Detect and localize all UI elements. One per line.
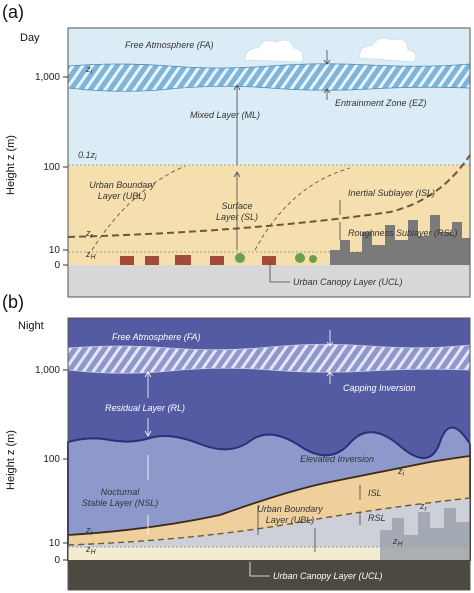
canopy-band — [68, 547, 470, 560]
label: Roughness Sublayer (RSL) — [348, 228, 458, 238]
roughness-top — [67, 154, 471, 238]
houses — [120, 255, 276, 265]
label: Entrainment Zone (EZ) — [335, 98, 427, 108]
tick-label: 0 — [54, 555, 60, 566]
label: zH — [85, 249, 97, 261]
label: Urban Canopy Layer (UCL) — [293, 277, 403, 287]
label: Free Atmosphere (FA) — [112, 332, 201, 342]
label: zi — [85, 64, 93, 76]
label: zH — [392, 536, 404, 548]
buildings — [380, 508, 470, 560]
boundary-line — [254, 167, 351, 251]
tick-label: 1,000 — [35, 365, 60, 376]
tick-label: 100 — [43, 454, 60, 465]
label: Free Atmosphere (FA) — [125, 40, 214, 50]
label: Elevated Inversion — [300, 454, 374, 464]
panel-a: (a) Day Height z (m) 1,000 100 10 0 Free… — [2, 2, 471, 298]
panel-b: (b) Night Height z (m) 1,000 100 10 0 Fr… — [2, 292, 471, 591]
frame — [67, 317, 471, 591]
label: Urban Canopy Layer (UCL) — [273, 571, 383, 581]
panel-label: (b) — [2, 292, 24, 312]
tick-label: 0 — [54, 260, 60, 271]
tick-marks — [63, 76, 68, 266]
label: Residual Layer (RL) — [105, 403, 185, 413]
label: Urban Boundary — [89, 180, 155, 190]
arrows — [233, 50, 341, 283]
label: Urban Boundary — [257, 504, 323, 514]
label: Layer (UBL) — [266, 515, 315, 525]
period: Night — [18, 320, 44, 332]
label: zr — [85, 228, 94, 240]
ground — [68, 265, 470, 297]
clouds — [244, 37, 417, 63]
trees — [235, 253, 317, 263]
arrows — [144, 330, 361, 577]
roughness-sublayer — [68, 498, 470, 560]
label: Layer (SL) — [216, 212, 258, 222]
boundary-line — [91, 165, 186, 251]
label: Inertial Sublayer (ISL) — [348, 188, 435, 198]
label: Layer (UBL) — [98, 191, 147, 201]
label: zr — [419, 501, 428, 513]
label: zH — [85, 544, 97, 556]
axis-title: Height z (m) — [5, 430, 17, 490]
label: Surface — [221, 201, 252, 211]
label: Capping Inversion — [343, 383, 416, 393]
label: zi — [85, 525, 93, 537]
axis-title: Height z (m) — [5, 135, 17, 195]
tick-label: 1,000 — [35, 72, 60, 83]
capping-inversion — [67, 343, 471, 374]
label: Nocturnal — [101, 487, 141, 497]
tick-marks — [63, 369, 68, 561]
label: 0.1zi — [78, 150, 97, 162]
panel-label: (a) — [2, 2, 24, 22]
label: RSL — [368, 513, 386, 523]
label: zi — [397, 466, 405, 478]
label: ISL — [368, 488, 382, 498]
entrainment-zone — [67, 63, 471, 92]
buildings — [330, 215, 470, 265]
tick-label: 10 — [49, 245, 61, 256]
label: Mixed Layer (ML) — [190, 110, 260, 120]
tick-label: 100 — [43, 162, 60, 173]
roughness-top — [67, 497, 471, 546]
tick-label: 10 — [49, 538, 61, 549]
ground — [68, 560, 470, 590]
period: Day — [20, 32, 40, 44]
label: Stable Layer (NSL) — [82, 498, 159, 508]
frame — [67, 27, 471, 298]
